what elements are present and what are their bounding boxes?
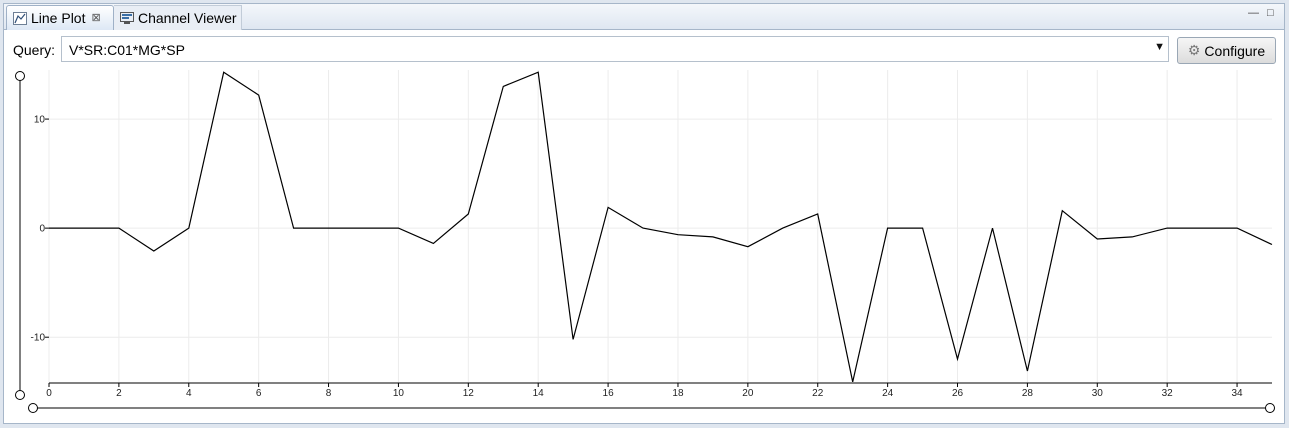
data-point xyxy=(1026,370,1029,373)
data-point xyxy=(1061,209,1064,212)
data-point xyxy=(851,380,854,383)
data-point xyxy=(886,227,889,230)
maximize-icon[interactable]: □ xyxy=(1267,7,1274,19)
x-tick-label: 16 xyxy=(603,388,615,399)
data-point xyxy=(1166,227,1169,230)
data-point xyxy=(921,227,924,230)
tab-line-plot-label: Line Plot xyxy=(31,10,86,26)
data-point xyxy=(746,245,749,248)
x-tick-label: 12 xyxy=(463,388,475,399)
tab-channel-viewer-label: Channel Viewer xyxy=(138,10,237,26)
view-tab-bar: Line Plot ⊠ Channel Viewer — □ xyxy=(4,4,1284,30)
plot-series xyxy=(48,71,1274,383)
tab-line-plot[interactable]: Line Plot ⊠ xyxy=(6,5,114,30)
y-range-min-handle[interactable] xyxy=(15,390,25,400)
x-tick-label: 30 xyxy=(1092,388,1104,399)
data-point xyxy=(397,227,400,230)
data-point xyxy=(152,250,155,253)
data-point xyxy=(467,212,470,215)
query-input[interactable]: V*SR:C01*MG*SP xyxy=(69,42,185,58)
minimize-icon[interactable]: — xyxy=(1248,7,1259,19)
data-point xyxy=(781,227,784,230)
data-point xyxy=(187,227,190,230)
data-point xyxy=(1271,243,1274,246)
data-point xyxy=(991,227,994,230)
tab-channel-viewer[interactable]: Channel Viewer xyxy=(114,5,242,30)
data-point xyxy=(1201,227,1204,230)
x-tick-label: 26 xyxy=(952,388,964,399)
y-tick-label: 10 xyxy=(34,115,46,126)
x-range-min-handle[interactable] xyxy=(28,403,38,413)
close-icon[interactable]: ⊠ xyxy=(91,11,101,24)
x-tick-label: 14 xyxy=(533,388,545,399)
x-tick-label: 0 xyxy=(46,388,52,399)
data-point xyxy=(502,85,505,88)
x-tick-label: 28 xyxy=(1022,388,1034,399)
gear-icon: ⚙ xyxy=(1187,42,1201,58)
y-tick-label: 0 xyxy=(39,224,45,235)
data-point xyxy=(1096,238,1099,241)
data-point xyxy=(537,71,540,74)
x-tick-label: 2 xyxy=(116,388,122,399)
x-tick-label: 8 xyxy=(326,388,332,399)
y-axis: -10 0 10 xyxy=(31,115,49,344)
y-tick-label: -10 xyxy=(31,333,46,344)
x-tick-label: 22 xyxy=(812,388,824,399)
data-point xyxy=(816,212,819,215)
data-point xyxy=(642,227,645,230)
data-point xyxy=(956,358,959,361)
x-tick-label: 34 xyxy=(1231,388,1243,399)
x-tick-label: 4 xyxy=(186,388,192,399)
x-axis: 0 2 4 6 8 10 12 14 16 18 20 22 24 26 28 30 32 34 xyxy=(46,382,1272,399)
data-point xyxy=(362,227,365,230)
data-point xyxy=(327,227,330,230)
x-tick-label: 6 xyxy=(256,388,262,399)
data-point xyxy=(292,227,295,230)
x-tick-label: 18 xyxy=(672,388,684,399)
series-line xyxy=(49,71,1273,383)
x-tick-label: 32 xyxy=(1162,388,1174,399)
query-label: Query: xyxy=(13,42,56,58)
data-point xyxy=(222,71,225,74)
data-point xyxy=(257,94,260,97)
data-point xyxy=(1131,235,1134,238)
configure-label: Configure xyxy=(1204,42,1266,59)
data-point xyxy=(607,206,610,209)
data-point xyxy=(1236,227,1239,230)
chevron-down-icon[interactable]: ▼ xyxy=(1154,41,1165,53)
x-tick-label: 20 xyxy=(742,388,754,399)
y-range-max-handle[interactable] xyxy=(15,71,25,81)
channel-viewer-icon xyxy=(120,12,134,24)
data-point xyxy=(572,338,575,341)
configure-button[interactable]: ⚙ Configure xyxy=(1177,37,1276,64)
plot-grid xyxy=(48,70,1272,383)
data-point xyxy=(676,233,679,236)
query-toolbar: Query: V*SR:C01*MG*SP ▼ ⚙ Configure xyxy=(4,31,1284,69)
data-point xyxy=(48,227,51,230)
line-plot-icon xyxy=(13,12,27,25)
x-tick-label: 10 xyxy=(393,388,405,399)
query-combo[interactable]: V*SR:C01*MG*SP ▼ xyxy=(61,36,1169,62)
x-tick-label: 24 xyxy=(882,388,894,399)
data-point xyxy=(82,227,85,230)
data-point xyxy=(432,242,435,245)
data-point xyxy=(711,235,714,238)
line-plot-view: Line Plot ⊠ Channel Viewer — □ Query: V*… xyxy=(3,3,1285,424)
data-point xyxy=(117,227,120,230)
x-range-max-handle[interactable] xyxy=(1265,403,1275,413)
